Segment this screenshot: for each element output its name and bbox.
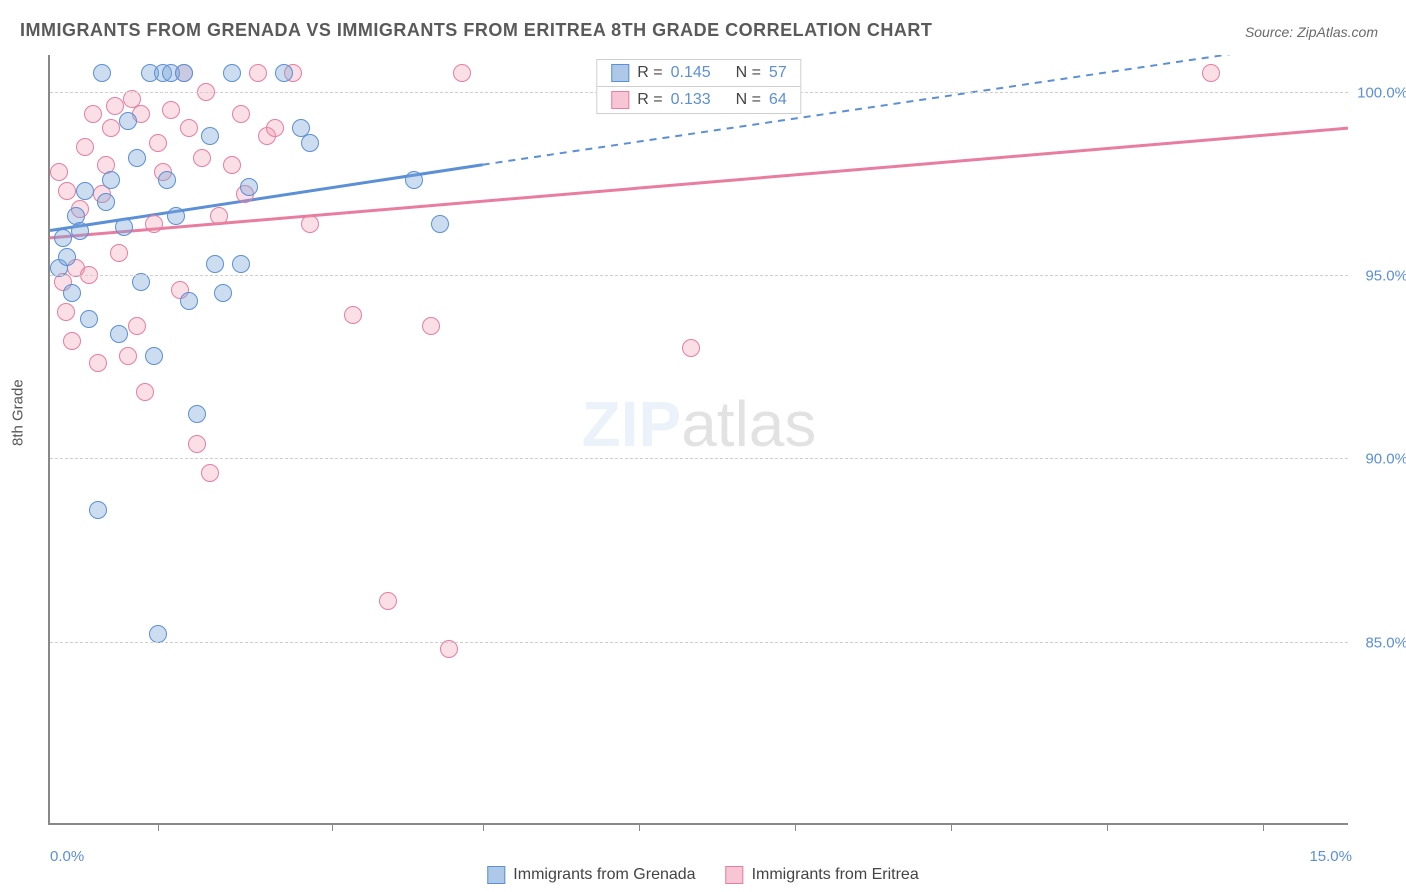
data-point (223, 156, 241, 174)
swatch-blue-icon (487, 866, 505, 884)
data-point (102, 119, 120, 137)
legend-row-eritrea: R = 0.133 N = 64 (596, 87, 801, 114)
data-point (249, 64, 267, 82)
gridline: 90.0% (50, 458, 1348, 459)
data-point (188, 405, 206, 423)
data-point (301, 215, 319, 233)
trend-lines (50, 55, 1348, 823)
data-point (162, 101, 180, 119)
data-point (119, 347, 137, 365)
data-point (180, 292, 198, 310)
data-point (431, 215, 449, 233)
data-point (97, 193, 115, 211)
data-point (106, 97, 124, 115)
data-point (115, 218, 133, 236)
x-tick (795, 823, 796, 831)
data-point (54, 229, 72, 247)
data-point (158, 171, 176, 189)
data-point (453, 64, 471, 82)
chart-title: IMMIGRANTS FROM GRENADA VS IMMIGRANTS FR… (20, 20, 932, 41)
data-point (275, 64, 293, 82)
data-point (89, 354, 107, 372)
data-point (84, 105, 102, 123)
data-point (206, 255, 224, 273)
data-point (214, 284, 232, 302)
data-point (110, 244, 128, 262)
data-point (71, 222, 89, 240)
data-point (57, 303, 75, 321)
swatch-blue-icon (611, 64, 629, 82)
data-point (80, 310, 98, 328)
data-point (232, 105, 250, 123)
correlation-legend: R = 0.145 N = 57 R = 0.133 N = 64 (596, 59, 801, 114)
data-point (149, 134, 167, 152)
data-point (193, 149, 211, 167)
plot-area: ZIPatlas R = 0.145 N = 57 R = 0.133 N = … (48, 55, 1348, 825)
data-point (93, 64, 111, 82)
y-tick-label: 100.0% (1353, 84, 1406, 101)
data-point (240, 178, 258, 196)
x-tick (951, 823, 952, 831)
data-point (63, 332, 81, 350)
x-tick (1263, 823, 1264, 831)
data-point (110, 325, 128, 343)
data-point (89, 501, 107, 519)
data-point (128, 317, 146, 335)
data-point (210, 207, 228, 225)
data-point (145, 215, 163, 233)
y-tick-label: 95.0% (1353, 268, 1406, 285)
data-point (379, 592, 397, 610)
data-point (76, 182, 94, 200)
gridline: 95.0% (50, 275, 1348, 276)
x-max-label: 15.0% (1309, 848, 1352, 865)
x-tick (483, 823, 484, 831)
data-point (58, 248, 76, 266)
data-point (201, 127, 219, 145)
x-tick (1107, 823, 1108, 831)
data-point (128, 149, 146, 167)
data-point (76, 138, 94, 156)
data-point (422, 317, 440, 335)
data-point (440, 640, 458, 658)
y-axis-label: 8th Grade (10, 379, 27, 446)
data-point (405, 171, 423, 189)
data-point (136, 383, 154, 401)
data-point (167, 207, 185, 225)
data-point (175, 64, 193, 82)
data-point (344, 306, 362, 324)
data-point (301, 134, 319, 152)
data-point (180, 119, 198, 137)
data-point (223, 64, 241, 82)
x-tick (332, 823, 333, 831)
legend-item-grenada: Immigrants from Grenada (487, 866, 695, 884)
data-point (149, 625, 167, 643)
data-point (232, 255, 250, 273)
source-label: Source: ZipAtlas.com (1245, 24, 1378, 40)
swatch-pink-icon (611, 91, 629, 109)
x-tick (158, 823, 159, 831)
legend-row-grenada: R = 0.145 N = 57 (596, 59, 801, 87)
y-tick-label: 90.0% (1353, 451, 1406, 468)
data-point (201, 464, 219, 482)
watermark: ZIPatlas (582, 387, 817, 461)
data-point (132, 273, 150, 291)
series-legend: Immigrants from Grenada Immigrants from … (487, 866, 918, 884)
data-point (682, 339, 700, 357)
data-point (1202, 64, 1220, 82)
data-point (58, 182, 76, 200)
x-min-label: 0.0% (50, 848, 84, 865)
y-tick-label: 85.0% (1353, 634, 1406, 651)
data-point (63, 284, 81, 302)
data-point (145, 347, 163, 365)
swatch-pink-icon (726, 866, 744, 884)
legend-item-eritrea: Immigrants from Eritrea (726, 866, 919, 884)
data-point (188, 435, 206, 453)
data-point (102, 171, 120, 189)
gridline: 85.0% (50, 642, 1348, 643)
data-point (266, 119, 284, 137)
data-point (119, 112, 137, 130)
x-tick (639, 823, 640, 831)
data-point (50, 163, 68, 181)
